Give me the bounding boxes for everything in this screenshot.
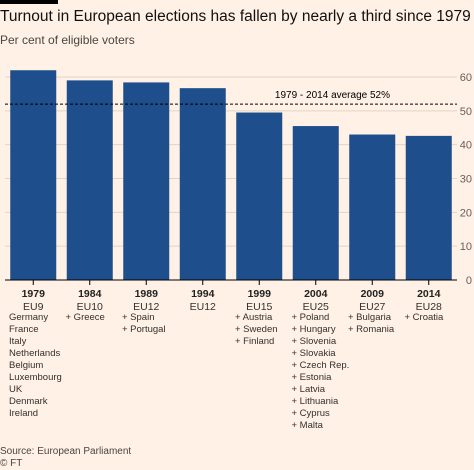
member-state-label: + Romania bbox=[348, 324, 395, 335]
member-state-label: + Czech Rep. bbox=[292, 360, 350, 371]
x-tick-label-year: 1994 bbox=[191, 288, 215, 300]
x-tick-label-year: 2009 bbox=[361, 288, 385, 300]
x-tick-label-year: 1984 bbox=[78, 288, 102, 300]
member-state-label: UK bbox=[9, 384, 23, 395]
x-tick-label-year: 1989 bbox=[135, 288, 159, 300]
member-state-label: Belgium bbox=[9, 360, 43, 371]
bar-chart: 0 10 20 30 40 50 60 1979 - 2014 average 52% 1979… bbox=[5, 70, 472, 431]
y-tick-label: 10 bbox=[460, 241, 472, 253]
member-state-label: + Bulgaria bbox=[348, 312, 392, 323]
average-label: 1979 - 2014 average 52% bbox=[275, 90, 390, 101]
member-state-label: + Cyprus bbox=[292, 408, 331, 419]
y-tick-label: 30 bbox=[460, 174, 472, 186]
chart-title: Turnout in European elections has fallen… bbox=[0, 8, 471, 25]
member-state-label: + Greece bbox=[66, 312, 105, 323]
x-tick-label-eu: EU15 bbox=[246, 301, 272, 313]
bar bbox=[236, 112, 283, 281]
member-state-label: + Poland bbox=[292, 312, 330, 323]
y-tick-label: 20 bbox=[460, 207, 472, 219]
x-tick-label-year: 1979 bbox=[22, 288, 46, 300]
bar bbox=[10, 70, 57, 280]
x-tick-label-eu: EU25 bbox=[303, 301, 329, 313]
x-tick-label-eu: EU27 bbox=[359, 301, 385, 313]
member-state-label: + Portugal bbox=[122, 324, 166, 335]
member-state-label: + Slovakia bbox=[292, 348, 337, 359]
y-tick-label: 40 bbox=[460, 140, 472, 152]
member-state-label: + Finland bbox=[235, 336, 274, 347]
member-state-label: + Estonia bbox=[292, 372, 333, 383]
member-state-label: + Latvia bbox=[292, 384, 326, 395]
x-tick-label-eu: EU28 bbox=[416, 301, 442, 313]
member-state-label: + Sweden bbox=[235, 324, 278, 335]
bar bbox=[179, 88, 226, 280]
bar bbox=[349, 134, 396, 280]
x-tick-label-year: 1999 bbox=[248, 288, 272, 300]
x-tick-label-eu: EU9 bbox=[23, 301, 44, 313]
member-state-label: + Slovenia bbox=[292, 336, 337, 347]
x-tick-label-year: 2014 bbox=[417, 288, 441, 300]
ft-credit: © FT bbox=[0, 458, 23, 469]
bar bbox=[292, 126, 339, 280]
member-state-label: + Austria bbox=[235, 312, 273, 323]
x-tick-label-eu: EU12 bbox=[133, 301, 159, 313]
x-tick-label-eu: EU12 bbox=[190, 301, 216, 313]
bar bbox=[405, 135, 452, 280]
bar bbox=[66, 80, 113, 280]
member-state-label: + Malta bbox=[292, 420, 324, 431]
member-state-label: Germany bbox=[9, 312, 48, 323]
member-state-label: + Hungary bbox=[292, 324, 336, 335]
bar bbox=[123, 82, 170, 280]
member-state-label: Denmark bbox=[9, 396, 48, 407]
member-state-label: Netherlands bbox=[9, 348, 60, 359]
y-tick-label: 50 bbox=[460, 106, 472, 118]
member-state-label: + Croatia bbox=[405, 312, 445, 323]
x-tick-label-eu: EU10 bbox=[77, 301, 103, 313]
source-note: Source: European Parliament bbox=[0, 446, 132, 457]
chart-subtitle: Per cent of eligible voters bbox=[0, 33, 135, 47]
member-state-label: Italy bbox=[9, 336, 27, 347]
member-state-label: France bbox=[9, 324, 39, 335]
y-tick-label: 0 bbox=[466, 275, 472, 287]
member-state-label: + Lithuania bbox=[292, 396, 339, 407]
member-state-label: Luxembourg bbox=[9, 372, 62, 383]
member-state-label: + Spain bbox=[122, 312, 155, 323]
member-state-label: Ireland bbox=[9, 408, 38, 419]
y-tick-label: 60 bbox=[460, 72, 472, 84]
ft-top-bar bbox=[0, 0, 58, 4]
x-tick-label-year: 2004 bbox=[304, 288, 328, 300]
